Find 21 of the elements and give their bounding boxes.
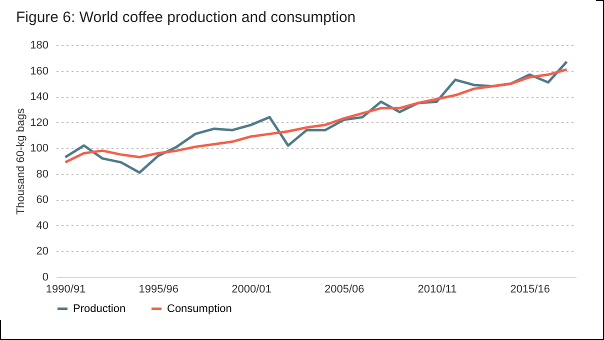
x-tick-label: 2000/01	[232, 284, 272, 296]
y-axis-title: Thousand 60-kg bags	[15, 108, 28, 215]
y-tick-label: 80	[36, 168, 48, 180]
y-tick-label: 140	[30, 91, 48, 104]
y-tick-label: 100	[30, 142, 48, 155]
x-tick-label: 2015/16	[510, 284, 550, 296]
y-tick-label: 160	[30, 65, 48, 78]
y-tick-label: 40	[36, 220, 48, 232]
y-tick-label: 0	[42, 272, 48, 284]
y-tick-label: 120	[30, 116, 48, 129]
x-tick-label: 2005/06	[324, 284, 364, 296]
y-tick-label: 20	[36, 246, 48, 258]
chart-title: Figure 6: World coffee production and consumption	[16, 9, 356, 26]
legend-label: Consumption	[167, 302, 232, 315]
x-tick-label: 1990/91	[46, 284, 86, 296]
x-tick-label: 2010/11	[418, 284, 457, 296]
y-tick-label: 180	[30, 40, 48, 52]
legend-label: Production	[73, 302, 126, 315]
x-tick-label: 1995/96	[138, 284, 179, 296]
y-tick-label: 60	[36, 194, 48, 206]
line-series	[64, 68, 568, 164]
